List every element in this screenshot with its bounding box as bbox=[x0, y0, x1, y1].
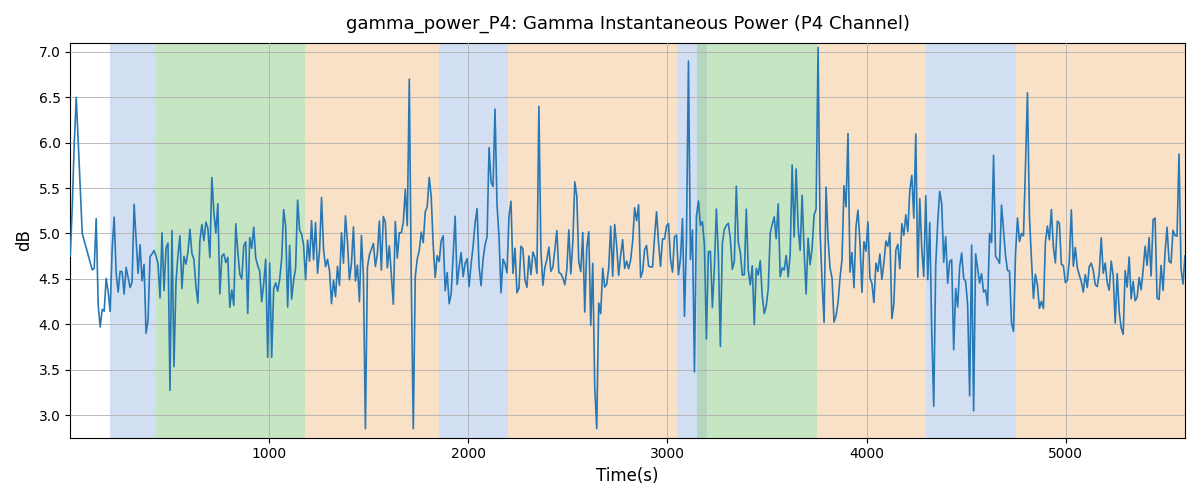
Bar bbox=[509, 43, 678, 438]
Y-axis label: dB: dB bbox=[16, 230, 34, 251]
Bar bbox=[697, 43, 707, 438]
Bar bbox=[678, 43, 697, 438]
Bar bbox=[1016, 43, 1186, 438]
Bar bbox=[156, 43, 305, 438]
Bar bbox=[817, 43, 926, 438]
Bar bbox=[438, 43, 509, 438]
Title: gamma_power_P4: Gamma Instantaneous Power (P4 Channel): gamma_power_P4: Gamma Instantaneous Powe… bbox=[346, 15, 910, 34]
X-axis label: Time(s): Time(s) bbox=[596, 467, 659, 485]
Bar bbox=[926, 43, 1016, 438]
Bar bbox=[305, 43, 438, 438]
Bar bbox=[697, 43, 817, 438]
Bar bbox=[110, 43, 156, 438]
